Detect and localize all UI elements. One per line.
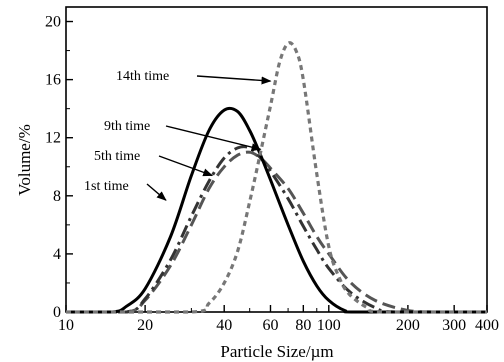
annotation-arrow (196, 75, 272, 85)
series-layer (65, 41, 487, 314)
annotation-arrow (165, 125, 262, 152)
annotation-label: 1st time (84, 179, 129, 194)
y-tick-label: 0 (53, 304, 61, 321)
x-axis: 10 20 40 60 80 100 200 300 400 (58, 305, 499, 334)
series-line-1st-time (65, 150, 487, 314)
annotation-label: 5th time (94, 149, 140, 164)
x-tick-label: 200 (396, 317, 420, 334)
series-line-14th-time (65, 41, 487, 314)
annotation-arrow (158, 155, 214, 177)
series-line-5th-time (65, 145, 487, 314)
x-tick-label: 100 (317, 317, 341, 334)
annotation-arrow (146, 183, 167, 201)
x-tick-label: 400 (475, 317, 499, 334)
x-tick-label: 20 (137, 317, 153, 334)
series-line-9th-time (65, 106, 487, 314)
x-axis-title: Particle Size/µm (220, 342, 333, 361)
x-tick-label: 60 (262, 317, 278, 334)
x-tick-label: 300 (442, 317, 466, 334)
x-tick-label: 10 (58, 317, 74, 334)
x-tick-label: 80 (295, 317, 311, 334)
y-axis: 0 4 8 12 16 20 (45, 14, 73, 321)
annotation-label: 14th time (116, 69, 169, 84)
x-tick-label: 40 (216, 317, 232, 334)
plot-frame (65, 6, 488, 313)
annotation-label: 9th time (104, 119, 150, 134)
y-tick-label: 12 (45, 130, 61, 147)
y-axis-title: Volume/% (15, 124, 34, 195)
y-tick-label: 20 (45, 14, 61, 31)
annotations: 14th time 9th time 5th time 1st time (84, 69, 272, 201)
y-tick-label: 16 (45, 72, 61, 89)
y-tick-label: 4 (53, 246, 61, 263)
y-tick-label: 8 (53, 188, 61, 205)
